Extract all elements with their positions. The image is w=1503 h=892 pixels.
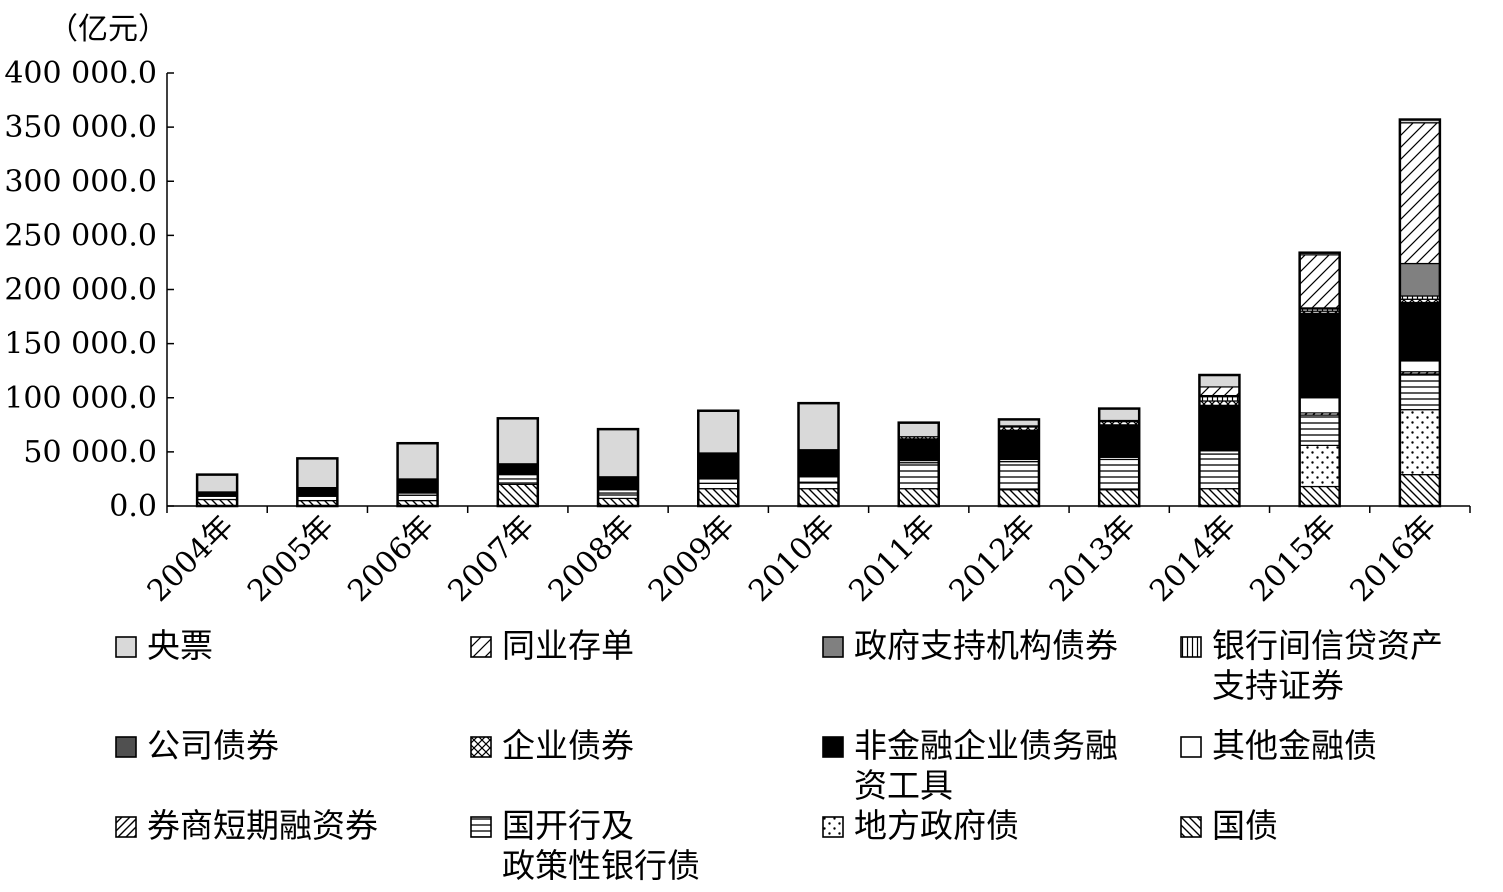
- bar-segment-7-3: [797, 481, 840, 490]
- bar-segment-3-12: [396, 442, 439, 480]
- x-tick-label: 2016年: [1344, 509, 1444, 609]
- bar-segment-5-6: [597, 476, 639, 491]
- bar-outline-6: [697, 409, 740, 508]
- bar-segment-11-6: [1198, 404, 1241, 452]
- bar-segment-7-5: [797, 476, 840, 483]
- x-tick-label: 2009年: [642, 509, 742, 609]
- bar-segment-13-2: [1399, 409, 1441, 476]
- bar-segment-4-1: [497, 483, 539, 507]
- y-tick-label: 300 000.0: [4, 164, 157, 199]
- x-tick-label: 2011年: [842, 509, 942, 609]
- bar-segment-13-11: [1399, 122, 1441, 265]
- bar-segment-13-1: [1399, 474, 1441, 507]
- bar-segment-12-5: [1299, 397, 1341, 414]
- bar-segment-2-12: [296, 457, 338, 489]
- x-tick-label: 2005年: [241, 509, 341, 609]
- bar-outline-9: [997, 418, 1041, 508]
- bar-segment-7-12: [797, 402, 840, 451]
- bar-segment-12-6: [1299, 312, 1341, 399]
- y-tick-label: 0.0: [109, 489, 157, 524]
- y-tick-label: 250 000.0: [4, 218, 157, 253]
- bar-segment-11-11: [1198, 386, 1241, 397]
- bar-segment-12-11: [1299, 254, 1341, 309]
- bar-segment-3-3: [396, 494, 439, 502]
- bar-segment-11-12: [1198, 374, 1241, 388]
- bar-outline-10: [1097, 407, 1141, 508]
- bar-segment-8-3: [898, 462, 940, 490]
- bar-segment-9-6: [998, 429, 1040, 461]
- bar-segment-6-6: [697, 452, 739, 480]
- bar-segment-11-1: [1198, 488, 1241, 507]
- bar-segment-13-5: [1399, 360, 1441, 373]
- bar-segment-4-3: [497, 478, 539, 485]
- bar-segment-8-6: [898, 438, 940, 462]
- bar-segment-4-6: [497, 463, 539, 476]
- bar-segment-4-5: [497, 474, 539, 480]
- bar-segment-6-5: [697, 478, 739, 484]
- bar-segment-10-6: [1098, 424, 1140, 458]
- bar-outline-4: [496, 417, 540, 508]
- bar-segment-10-1: [1098, 489, 1140, 507]
- bar-segment-5-12: [597, 428, 639, 478]
- bar-segment-4-12: [497, 417, 539, 465]
- x-tick-label: 2010年: [742, 509, 842, 609]
- bar-segment-13-3: [1399, 373, 1441, 411]
- bar-segment-8-1: [898, 488, 940, 507]
- bar-outline-1: [195, 473, 239, 508]
- bar-outline-13: [1398, 118, 1442, 508]
- y-tick-label: 150 000.0: [4, 327, 157, 362]
- bar-segment-6-12: [697, 410, 739, 454]
- bar-segment-1-6: [196, 491, 238, 497]
- bar-segment-2-3: [296, 495, 338, 502]
- bar-outline-2: [296, 457, 339, 508]
- bar-outline-8: [897, 421, 940, 508]
- bar-segment-7-1: [797, 488, 840, 507]
- bar-segment-3-6: [396, 478, 439, 494]
- bar-segment-12-1: [1299, 485, 1341, 507]
- bar-outline-3: [396, 441, 439, 508]
- y-tick-label: 100 000.0: [4, 381, 157, 416]
- bar-outline-12: [1298, 251, 1341, 508]
- bar-segment-12-3: [1299, 414, 1341, 446]
- bar-segment-10-12: [1098, 407, 1140, 422]
- bar-segment-8-12: [898, 422, 940, 438]
- bar-segment-6-3: [697, 482, 739, 490]
- bar-segment-9-3: [998, 461, 1040, 491]
- bar-segment-13-6: [1399, 301, 1441, 362]
- x-tick-label: 2013年: [1043, 509, 1143, 609]
- bar-segment-10-3: [1098, 458, 1140, 491]
- bar-segment-6-1: [697, 488, 739, 507]
- x-tick-label: 2015年: [1243, 509, 1343, 609]
- bar-segment-2-6: [296, 486, 338, 497]
- bar-segment-1-12: [196, 474, 238, 493]
- y-tick-label: 50 000.0: [23, 435, 157, 470]
- x-tick-label: 2008年: [542, 509, 642, 609]
- x-tick-label: 2014年: [1143, 509, 1243, 609]
- bar-segment-11-3: [1198, 453, 1241, 490]
- y-axis-unit-label: （亿元）: [48, 12, 168, 47]
- bar-segment-11-7: [1198, 400, 1241, 406]
- bar-segment-9-1: [998, 489, 1040, 507]
- bar-segment-12-2: [1299, 444, 1341, 488]
- x-tick-label: 2012年: [943, 509, 1043, 609]
- bar-outline-7: [797, 401, 840, 508]
- x-tick-label: 2007年: [442, 509, 542, 609]
- y-tick-label: 350 000.0: [4, 110, 157, 145]
- bar-outline-11: [1198, 373, 1241, 508]
- bar-segment-5-3: [597, 492, 639, 500]
- y-tick-label: 200 000.0: [4, 273, 157, 308]
- bar-outline-5: [596, 427, 640, 508]
- y-tick-label: 400 000.0: [4, 56, 157, 91]
- bar-segment-7-6: [797, 449, 840, 478]
- bar-segment-13-10: [1399, 262, 1441, 297]
- bar-segment-11-9: [1198, 396, 1241, 402]
- x-tick-label: 2006年: [341, 509, 441, 609]
